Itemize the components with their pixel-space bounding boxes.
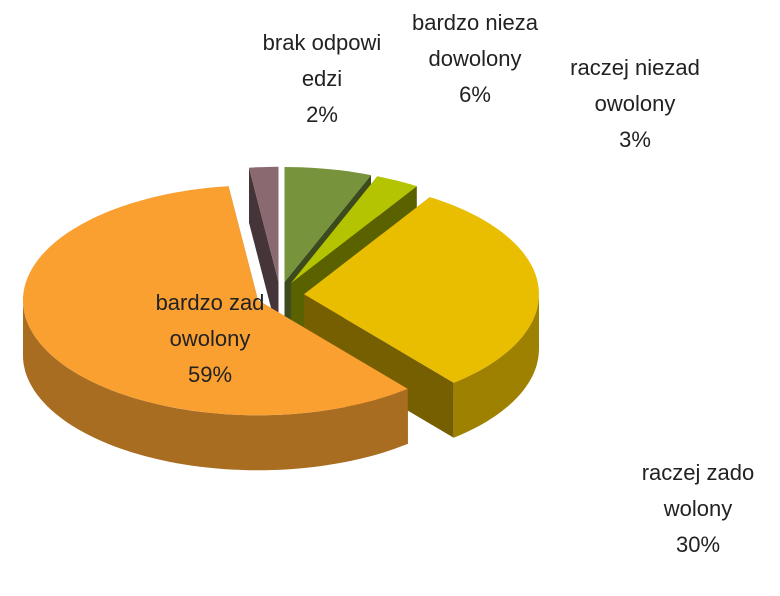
slice-wall xyxy=(304,294,454,438)
slice xyxy=(249,166,279,337)
category-label: bardzo zadowolony xyxy=(155,290,265,351)
slice-label: bardzo niezadowolony 6% xyxy=(410,5,540,113)
slice-top xyxy=(290,176,417,284)
slice-label: brak odpowiedzi 2% xyxy=(262,25,382,133)
slice-top xyxy=(284,167,371,282)
slice xyxy=(304,197,539,438)
value-label: 2% xyxy=(306,102,338,127)
slice-wall xyxy=(249,167,279,337)
category-label: raczej zadowolony xyxy=(641,460,755,521)
slice xyxy=(23,186,408,471)
slice-top xyxy=(23,186,408,416)
value-label: 3% xyxy=(619,127,651,152)
slice-side xyxy=(453,294,539,438)
value-label: 6% xyxy=(459,82,491,107)
category-label: brak odpowiedzi xyxy=(262,30,382,91)
value-label: 30% xyxy=(675,532,721,557)
category-label: raczej niezadowolony xyxy=(570,55,700,116)
slice-top xyxy=(304,197,539,383)
slice-label: raczej niezadowolony 3% xyxy=(570,50,700,158)
category-label: bardzo niezadowolony xyxy=(412,10,538,71)
slice-side xyxy=(23,300,408,471)
slice-label: raczej zadowolony 30% xyxy=(638,455,758,563)
value-label: 59% xyxy=(187,362,233,387)
slice-label: bardzo zadowolony 59% xyxy=(150,285,270,393)
slice-top xyxy=(249,166,279,282)
